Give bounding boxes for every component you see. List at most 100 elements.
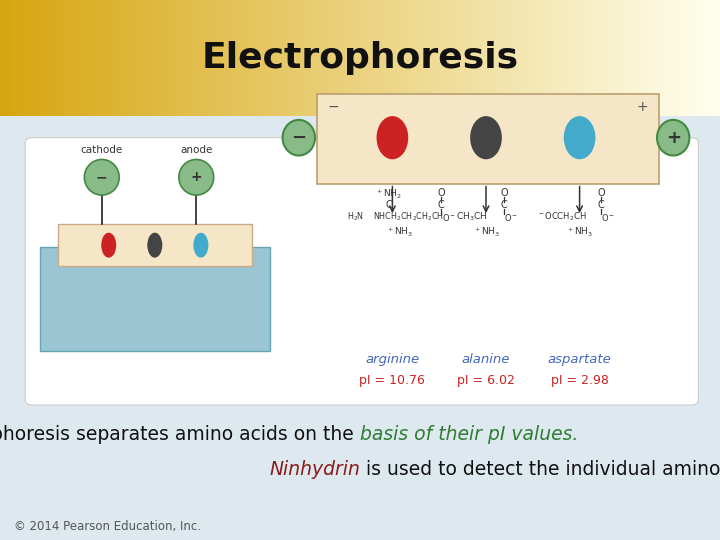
Text: $^+$NH$_2$: $^+$NH$_2$ bbox=[375, 188, 402, 201]
Bar bbox=[187, 0, 189, 116]
Bar bbox=[52, 0, 54, 116]
Bar bbox=[92, 0, 94, 116]
Bar bbox=[310, 0, 312, 116]
Bar bbox=[438, 0, 439, 116]
Bar bbox=[68, 0, 71, 116]
Bar bbox=[547, 0, 549, 116]
Bar bbox=[45, 0, 47, 116]
Bar bbox=[171, 0, 173, 116]
Bar bbox=[0, 0, 1, 116]
Bar bbox=[441, 0, 443, 116]
Bar bbox=[227, 0, 229, 116]
Bar bbox=[342, 0, 344, 116]
Bar bbox=[567, 0, 569, 116]
Bar bbox=[108, 0, 109, 116]
FancyBboxPatch shape bbox=[25, 138, 698, 405]
Bar bbox=[493, 0, 495, 116]
Bar bbox=[99, 0, 101, 116]
Text: C: C bbox=[598, 200, 605, 210]
Bar bbox=[181, 0, 184, 116]
Bar bbox=[527, 0, 529, 116]
Ellipse shape bbox=[148, 233, 162, 258]
Bar bbox=[405, 0, 407, 116]
Bar bbox=[534, 0, 536, 116]
Bar bbox=[577, 0, 580, 116]
Bar bbox=[432, 0, 434, 116]
Bar bbox=[685, 0, 688, 116]
Bar bbox=[13, 0, 14, 116]
Bar bbox=[167, 0, 169, 116]
Bar bbox=[544, 0, 546, 116]
Bar bbox=[258, 0, 259, 116]
Bar bbox=[556, 0, 558, 116]
Bar bbox=[541, 0, 544, 116]
Text: O: O bbox=[438, 188, 445, 198]
Text: pI = 10.76: pI = 10.76 bbox=[359, 374, 426, 387]
Bar bbox=[461, 0, 462, 116]
Bar bbox=[164, 0, 166, 116]
Bar bbox=[210, 0, 212, 116]
Bar bbox=[593, 0, 594, 116]
Bar bbox=[504, 0, 505, 116]
Bar bbox=[202, 0, 203, 116]
Bar bbox=[193, 0, 194, 116]
Bar bbox=[598, 0, 600, 116]
Bar bbox=[508, 0, 510, 116]
Bar bbox=[1, 0, 4, 116]
Text: aspartate: aspartate bbox=[548, 353, 611, 366]
Bar bbox=[459, 0, 461, 116]
Bar bbox=[295, 0, 297, 116]
Bar bbox=[86, 0, 88, 116]
Bar bbox=[446, 0, 448, 116]
Text: −: − bbox=[96, 170, 107, 184]
Bar bbox=[452, 0, 454, 116]
Bar bbox=[56, 0, 58, 116]
Bar bbox=[259, 0, 261, 116]
Bar bbox=[433, 0, 436, 116]
Bar bbox=[277, 0, 279, 116]
Bar bbox=[524, 0, 526, 116]
Bar bbox=[63, 0, 65, 116]
Bar bbox=[230, 0, 232, 116]
Bar bbox=[396, 0, 397, 116]
Ellipse shape bbox=[84, 159, 120, 195]
Bar bbox=[155, 0, 157, 116]
Bar bbox=[490, 0, 491, 116]
Text: cathode: cathode bbox=[81, 145, 123, 154]
Text: O$^-$: O$^-$ bbox=[504, 212, 518, 222]
Bar bbox=[488, 0, 490, 116]
Bar bbox=[335, 0, 337, 116]
Bar bbox=[707, 0, 709, 116]
Bar bbox=[634, 0, 635, 116]
Bar bbox=[373, 0, 374, 116]
Bar bbox=[448, 0, 450, 116]
Bar bbox=[443, 0, 445, 116]
Bar bbox=[143, 0, 144, 116]
Text: O: O bbox=[598, 188, 605, 198]
Bar bbox=[378, 0, 380, 116]
Bar bbox=[675, 0, 677, 116]
Bar bbox=[72, 0, 73, 116]
Bar bbox=[90, 0, 92, 116]
Bar bbox=[553, 0, 554, 116]
Bar bbox=[158, 0, 161, 116]
Text: $^-$OCCH$_2$CH: $^-$OCCH$_2$CH bbox=[537, 211, 586, 224]
Bar bbox=[383, 0, 385, 116]
Bar bbox=[130, 0, 132, 116]
Bar bbox=[719, 0, 720, 116]
Bar bbox=[176, 0, 179, 116]
Bar bbox=[101, 0, 102, 116]
Bar bbox=[337, 0, 338, 116]
Bar bbox=[590, 0, 593, 116]
Bar bbox=[145, 0, 148, 116]
Bar bbox=[304, 0, 306, 116]
Bar bbox=[279, 0, 281, 116]
Bar bbox=[562, 0, 563, 116]
Bar bbox=[691, 0, 693, 116]
Bar bbox=[37, 0, 40, 116]
Text: pI = 2.98: pI = 2.98 bbox=[551, 374, 608, 387]
Bar bbox=[16, 0, 18, 116]
Bar bbox=[275, 0, 277, 116]
Bar bbox=[94, 0, 95, 116]
Bar bbox=[670, 0, 671, 116]
